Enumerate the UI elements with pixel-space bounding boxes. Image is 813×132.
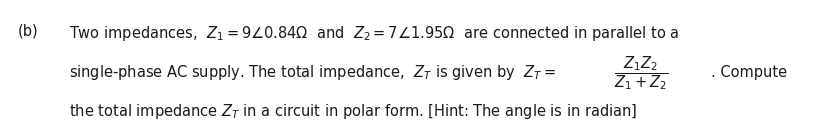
Text: (b): (b) (18, 24, 38, 39)
Text: $\dfrac{Z_1 Z_2}{Z_1 + Z_2}$: $\dfrac{Z_1 Z_2}{Z_1 + Z_2}$ (614, 54, 668, 92)
Text: single-phase AC supply. The total impedance,  $Z_T$ is given by  $Z_T =\,$: single-phase AC supply. The total impeda… (69, 63, 556, 82)
Text: . Compute: . Compute (711, 65, 788, 80)
Text: Two impedances,  $Z_1 = 9\angle0.84\Omega$  and  $Z_2 = 7\angle1.95\Omega$  are : Two impedances, $Z_1 = 9\angle0.84\Omega… (69, 24, 680, 43)
Text: the total impedance $Z_T$ in a circuit in polar form. [Hint: The angle is in rad: the total impedance $Z_T$ in a circuit i… (69, 102, 637, 121)
